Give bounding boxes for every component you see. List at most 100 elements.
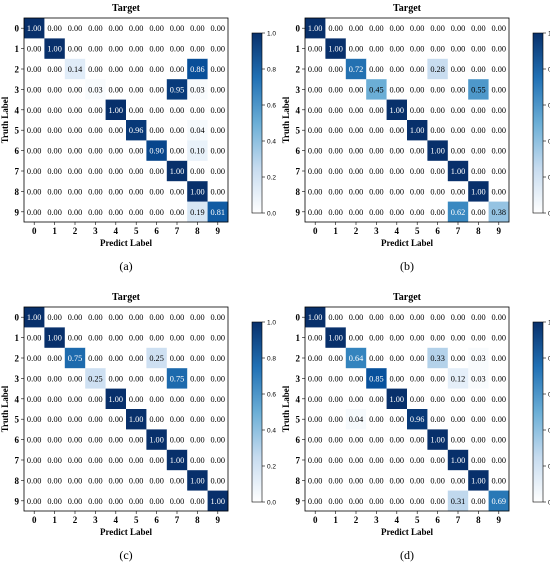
cell-value-label: 0.00 — [149, 313, 164, 322]
cell-value-label: 0.00 — [27, 476, 42, 485]
cell-value-label: 0.00 — [328, 313, 343, 322]
y-tick-label: 7 — [296, 456, 301, 466]
cell-value-label: 0.00 — [369, 126, 384, 135]
cell-value-label: 1.00 — [27, 24, 42, 33]
cell-value-label: 0.00 — [369, 147, 384, 156]
cell-value-label: 0.00 — [349, 45, 364, 54]
heatmap-cell — [105, 347, 127, 369]
heatmap-cell — [386, 429, 408, 451]
heatmap-cell — [447, 120, 469, 141]
cell-value-label: 0.00 — [170, 395, 185, 404]
cell-value-label: 0.00 — [451, 126, 466, 135]
cell-value-label: 0.86 — [190, 65, 205, 74]
heatmap-cell — [146, 327, 168, 349]
heatmap-cell — [64, 470, 86, 491]
heatmap-cell — [488, 181, 510, 202]
cell-value-label: 0.00 — [129, 354, 144, 363]
heatmap-cell — [366, 120, 387, 141]
cell-value-label: 0.00 — [390, 167, 405, 176]
heatmap-cell — [126, 347, 147, 369]
panel-caption: (c) — [119, 548, 132, 562]
x-tick-label: 9 — [497, 226, 502, 236]
cell-value-label: 0.00 — [27, 65, 42, 74]
heatmap-cell — [207, 18, 229, 39]
cell-value-label: 0.00 — [492, 415, 507, 424]
cell-value-label: 0.19 — [190, 208, 205, 217]
cell-value-label: 0.00 — [349, 208, 364, 217]
y-tick-label: 4 — [296, 105, 301, 115]
cell-value-label: 0.00 — [369, 334, 384, 343]
heatmap-cell — [427, 470, 449, 491]
x-tick-label: 6 — [154, 226, 159, 236]
heatmap-cell — [187, 449, 208, 471]
heatmap-cell — [427, 181, 449, 202]
cell-value-label: 0.25 — [88, 374, 103, 383]
heatmap-cell — [468, 368, 489, 389]
heatmap-cell — [407, 368, 428, 389]
heatmap-cell — [85, 347, 106, 369]
heatmap-cell — [427, 307, 449, 328]
heatmap-cell — [305, 120, 326, 141]
cell-value-label: 0.00 — [129, 374, 144, 383]
cell-value-label: 0.00 — [349, 106, 364, 115]
x-tick-label: 8 — [195, 515, 200, 525]
cell-value-label: 1.00 — [471, 476, 486, 485]
y-tick-label: 4 — [15, 105, 20, 115]
heatmap-cell — [105, 388, 127, 410]
cell-value-label: 0.00 — [349, 334, 364, 343]
cell-value-label: 0.00 — [47, 354, 62, 363]
cell-value-label: 0.95 — [170, 85, 185, 94]
cell-value-label: 0.00 — [328, 395, 343, 404]
cell-value-label: 0.00 — [68, 24, 83, 33]
cell-value-label: 0.00 — [308, 354, 323, 363]
y-tick-label: 8 — [296, 187, 301, 197]
heatmap-cell — [105, 307, 127, 328]
cell-value-label: 0.00 — [492, 167, 507, 176]
heatmap-cell — [386, 18, 408, 39]
cell-value-label: 0.75 — [170, 374, 185, 383]
heatmap-cell — [105, 368, 127, 389]
cell-value-label: 0.00 — [390, 147, 405, 156]
cell-value-label: 0.00 — [451, 187, 466, 196]
heatmap-frame — [23, 306, 229, 512]
cell-value-label: 0.00 — [47, 456, 62, 465]
cell-value-label: 0.00 — [68, 147, 83, 156]
cell-value-label: 0.00 — [27, 167, 42, 176]
cell-value-label: 1.00 — [109, 395, 124, 404]
heatmap-cell — [468, 140, 489, 162]
heatmap-cell — [468, 307, 489, 328]
cell-value-label: 0.00 — [27, 415, 42, 424]
cell-value-label: 0.00 — [190, 313, 205, 322]
heatmap-cell — [305, 58, 326, 80]
cell-value-label: 0.00 — [471, 313, 486, 322]
heatmap-cell — [447, 490, 469, 512]
heatmap-cell — [488, 388, 510, 410]
cell-value-label: 1.00 — [451, 167, 466, 176]
cell-value-label: 0.00 — [68, 208, 83, 217]
colorbar-tick-label: 0.8 — [548, 356, 550, 363]
heatmap-cell — [366, 470, 387, 491]
heatmap-cell — [325, 490, 347, 512]
cell-value-label: 0.00 — [88, 476, 103, 485]
heatmap-cell — [305, 388, 326, 410]
heatmap-cell — [187, 99, 208, 121]
heatmap-cell — [468, 181, 489, 202]
cell-value-label: 1.00 — [211, 497, 226, 506]
heatmap-cell — [85, 140, 106, 162]
heatmap-cell — [44, 160, 66, 182]
colorbar — [532, 321, 544, 503]
heatmap-cell — [105, 327, 127, 349]
y-tick-label: 4 — [296, 394, 301, 404]
heatmap-cell — [488, 58, 510, 80]
heatmap-cell — [468, 201, 489, 223]
heatmap-cell — [386, 368, 408, 389]
colorbar-tick-label: 0.2 — [267, 175, 276, 182]
cell-value-label: 0.00 — [170, 476, 185, 485]
heatmap-cell — [468, 38, 489, 60]
cell-value-label: 0.00 — [390, 45, 405, 54]
heatmap-cell — [146, 79, 168, 100]
heatmap-cell — [468, 160, 489, 182]
cell-value-label: 0.00 — [47, 208, 62, 217]
colorbar-tick-label: 1.0 — [267, 320, 276, 327]
